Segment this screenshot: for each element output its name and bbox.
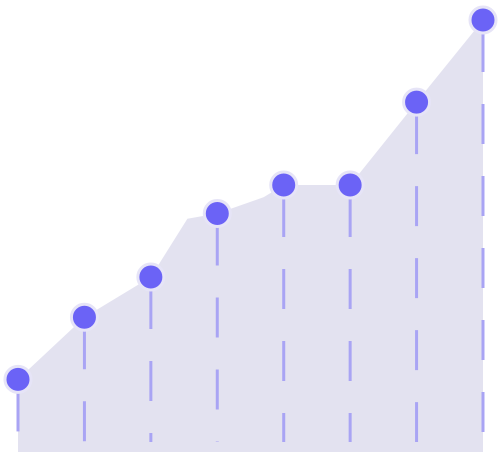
data-point-0[interactable]: [3, 364, 33, 394]
data-point-2[interactable]: [136, 262, 166, 292]
data-point-3[interactable]: [202, 199, 232, 229]
data-point-5[interactable]: [335, 170, 365, 200]
data-markers: [3, 5, 498, 394]
area-fill: [18, 20, 483, 452]
data-point-7[interactable]: [468, 5, 498, 35]
drop-lines: [16, 32, 485, 442]
data-point-1[interactable]: [69, 302, 99, 332]
data-point-6[interactable]: [402, 87, 432, 117]
data-point-4[interactable]: [269, 170, 299, 200]
